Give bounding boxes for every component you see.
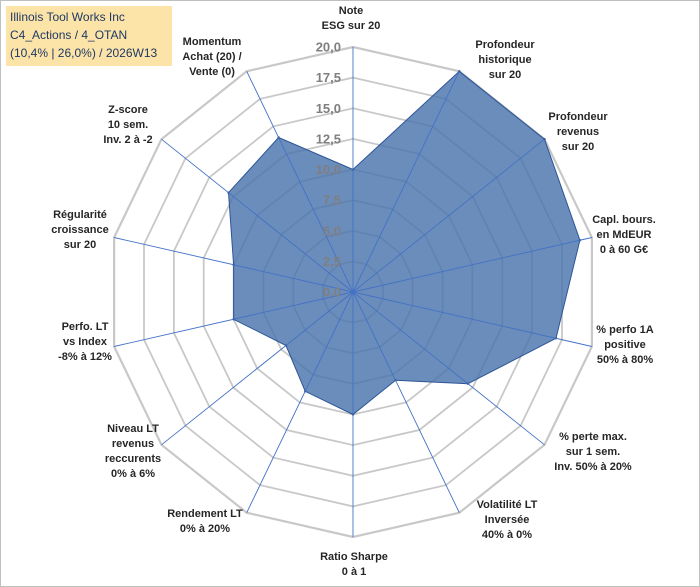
axis-label-line: 40% à 0% xyxy=(482,529,532,541)
axis-label-line: Vente (0) xyxy=(189,66,235,78)
title-stats: (10,4% | 26,0%) / 2026W13 xyxy=(10,46,158,60)
axis-label-line: Ratio Sharpe xyxy=(320,551,388,563)
axis-label-2: Profondeur historique sur 20 xyxy=(475,39,535,81)
spoke-layer xyxy=(113,47,593,537)
spoke-12 xyxy=(113,237,354,293)
axis-label-1: Note ESG sur 20 xyxy=(322,5,381,32)
axis-label-12: Régularité croissance sur 20 xyxy=(51,209,108,251)
axis-label-line: revenus xyxy=(112,438,154,450)
axis-label-line: revenus xyxy=(557,126,599,138)
axis-label-line: Capl. bours. xyxy=(592,214,656,226)
spoke-2 xyxy=(352,71,460,293)
axis-label-line: Inversée xyxy=(485,514,530,526)
axis-label-5: % perfo 1A positive 50% à 80% xyxy=(596,324,654,366)
axis-label-line: % perfo 1A xyxy=(596,324,654,336)
axis-label-line: Niveau LT xyxy=(107,423,159,435)
spoke-13 xyxy=(161,138,354,293)
axis-label-11: Perfo. LT vs Index -8% à 12% xyxy=(58,321,112,363)
axis-label-line: sur 1 sem. xyxy=(566,446,620,458)
axis-label-line: Momentum xyxy=(183,36,242,48)
axis-label-line: vs Index xyxy=(63,336,108,348)
tick-label: 15,0 xyxy=(316,101,341,116)
axis-label-line: 50% à 80% xyxy=(597,354,653,366)
axis-label-8: Ratio Sharpe 0 à 1 xyxy=(320,551,388,578)
axis-label-14: Momentum Achat (20) / Vente (0) xyxy=(182,36,241,78)
axis-label-line: Profondeur xyxy=(475,39,535,51)
spoke-9 xyxy=(246,291,354,513)
axis-label-line: 0% à 6% xyxy=(111,468,155,480)
series-area xyxy=(227,70,581,416)
axis-label-9: Rendement LT 0% à 20% xyxy=(167,508,243,535)
axis-label-line: historique xyxy=(478,54,531,66)
title-company: Illinois Tool Works Inc xyxy=(10,10,125,24)
tick-label: 12,5 xyxy=(316,131,341,146)
spoke-11 xyxy=(113,291,354,347)
tick-label: 17,5 xyxy=(316,70,341,85)
axis-label-line: Profondeur xyxy=(548,111,608,123)
tick-label: 7,5 xyxy=(323,193,341,208)
spoke-7 xyxy=(352,291,460,513)
tick-labels: 0,0 2,5 5,0 7,5 10,0 12,5 15,0 17,5 20,0 xyxy=(316,40,341,300)
tick-label: 0,0 xyxy=(323,285,341,300)
tick-label: 10,0 xyxy=(316,162,341,177)
axis-label-line: Achat (20) / xyxy=(182,51,241,63)
axis-label-line: 0 à 60 G€ xyxy=(600,244,648,256)
axis-label-10: Niveau LT revenus reccurents 0% à 6% xyxy=(105,423,161,480)
axis-label-6: % perte max. sur 1 sem. Inv. 50% à 20% xyxy=(554,431,632,473)
spoke-5 xyxy=(352,291,593,347)
axis-label-line: Inv. 2 à -2 xyxy=(103,134,152,146)
axis-label-7: Volatilité LT Inversée 40% à 0% xyxy=(477,499,538,541)
tick-label: 5,0 xyxy=(323,223,341,238)
axis-labels: Note ESG sur 20 Profondeur historique sur 20… xyxy=(51,5,656,578)
axis-label-line: ESG sur 20 xyxy=(322,20,381,32)
axis-label-line: 0 à 1 xyxy=(342,566,366,578)
chart-title-box: Illinois Tool Works Inc C4_Actions / 4_O… xyxy=(6,6,172,66)
series-layer xyxy=(227,70,582,416)
tick-label: 20,0 xyxy=(316,40,341,55)
tick-label: 2,5 xyxy=(323,254,341,269)
axis-label-4: Capl. bours. en MdEUR 0 à 60 G€ xyxy=(592,214,656,256)
axis-label-3: Profondeur revenus sur 20 xyxy=(548,111,608,153)
axis-label-line: en MdEUR xyxy=(597,229,652,241)
axis-label-line: sur 20 xyxy=(64,239,96,251)
spoke-14 xyxy=(246,71,354,293)
axis-label-line: sur 20 xyxy=(489,69,521,81)
axis-label-line: croissance xyxy=(51,224,108,236)
axis-label-line: % perte max. xyxy=(559,431,627,443)
spoke-6 xyxy=(352,291,545,446)
axis-label-line: 10 sem. xyxy=(108,119,148,131)
spoke-10 xyxy=(161,291,354,446)
axis-label-line: Régularité xyxy=(53,209,107,221)
axis-label-13: Z-score 10 sem. Inv. 2 à -2 xyxy=(103,104,152,146)
axis-label-line: Perfo. LT xyxy=(62,321,109,333)
axis-label-line: positive xyxy=(604,339,646,351)
axis-label-line: Inv. 50% à 20% xyxy=(554,461,632,473)
axis-label-line: Note xyxy=(339,5,363,17)
axis-label-line: -8% à 12% xyxy=(58,351,112,363)
spoke-3 xyxy=(352,138,545,293)
axis-label-line: Z-score xyxy=(108,104,148,116)
axis-label-line: Volatilité LT xyxy=(477,499,538,511)
axis-label-line: sur 20 xyxy=(562,141,594,153)
spoke-4 xyxy=(352,237,593,293)
axis-label-line: reccurents xyxy=(105,453,161,465)
axis-label-line: Rendement LT xyxy=(167,508,243,520)
axis-label-line: 0% à 20% xyxy=(180,523,230,535)
title-category: C4_Actions / 4_OTAN xyxy=(10,28,128,42)
